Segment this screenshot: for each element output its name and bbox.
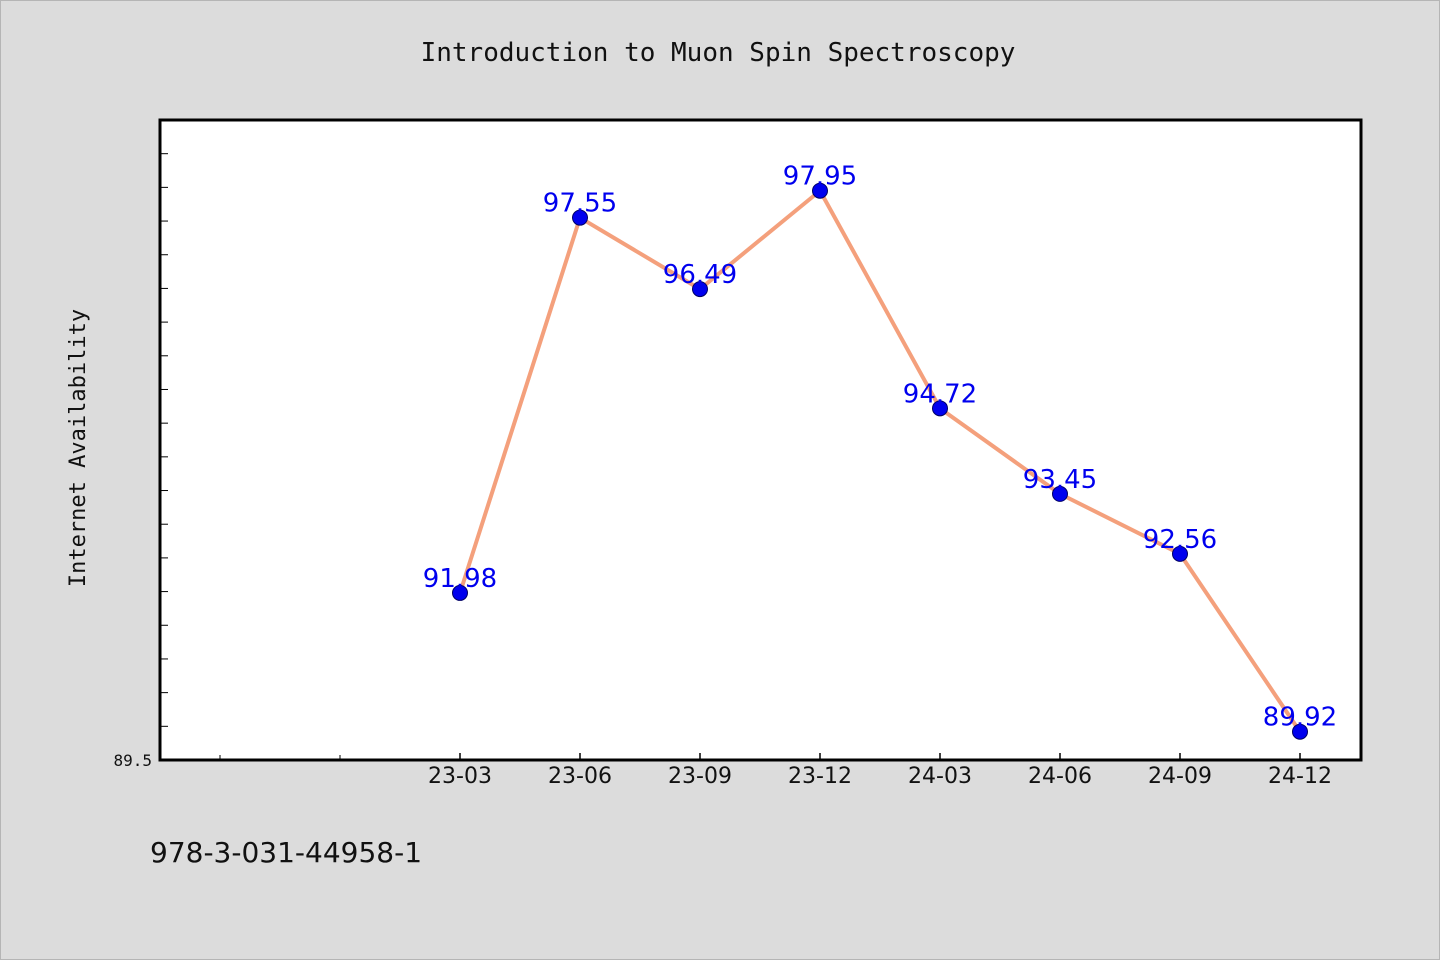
y-tick-label: 89.5	[113, 751, 152, 770]
x-axis-ticks: 23-03 23-06 23-09 23-12 24-03 24-06 24-09 24-12	[219, 753, 1332, 789]
x-tick-label: 23-03	[428, 764, 492, 789]
data-point	[692, 281, 708, 298]
data-point	[932, 400, 948, 417]
data-point	[812, 182, 828, 199]
x-tick-label: 24-03	[908, 764, 972, 789]
data-label: 96.49	[663, 260, 737, 290]
x-tick-label: 24-09	[1148, 764, 1212, 789]
data-label: 92.56	[1143, 525, 1217, 555]
plot-area	[158, 118, 1363, 762]
y-axis-label: Internet Availability	[66, 309, 91, 587]
y-axis-ticks: 89.5	[113, 119, 168, 770]
x-tick-label: 23-12	[788, 764, 852, 789]
data-label: 91.98	[423, 564, 497, 594]
data-point	[1292, 723, 1308, 740]
x-tick-label: 24-06	[1028, 764, 1092, 789]
series-line	[458, 188, 1302, 733]
data-label: 93.45	[1023, 465, 1097, 495]
chart-title: Introduction to Muon Spin Spectroscopy	[421, 38, 1016, 68]
x-tick-label: 23-09	[668, 764, 732, 789]
data-point	[452, 584, 468, 601]
data-label: 97.55	[543, 189, 617, 219]
x-tick-label: 24-12	[1268, 764, 1332, 789]
isbn-footer-text: 978-3-031-44958-1	[150, 836, 422, 869]
data-label: 89.92	[1263, 703, 1337, 733]
x-tick-label: 23-06	[548, 764, 612, 789]
data-label: 97.95	[783, 162, 857, 192]
data-label: 94.72	[903, 379, 977, 409]
data-point	[1052, 485, 1068, 502]
series-group: 91.98 97.55 96.49 97.95 94.72 93.45 92.56 89.92	[423, 162, 1337, 740]
data-point	[1172, 545, 1188, 562]
data-point	[572, 209, 588, 226]
